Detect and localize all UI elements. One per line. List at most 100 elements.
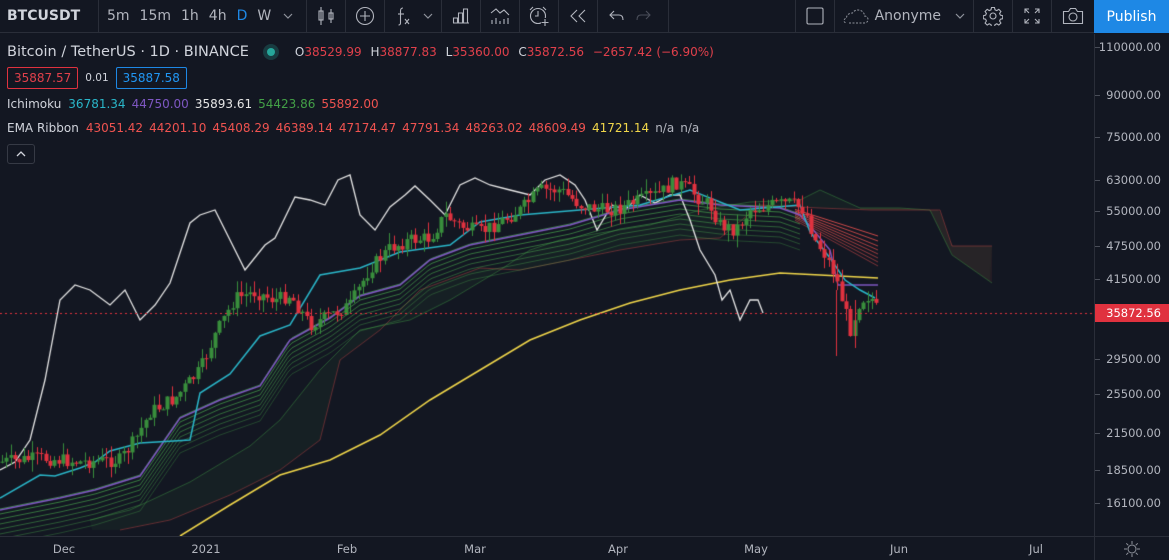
settings-button[interactable] bbox=[974, 0, 1012, 33]
indicator-value: n/a bbox=[655, 121, 675, 135]
divider bbox=[519, 0, 521, 33]
time-label: May bbox=[744, 542, 768, 556]
divider bbox=[306, 0, 308, 33]
account-button[interactable]: Anonyme bbox=[835, 0, 973, 33]
series-title[interactable]: Bitcoin / TetherUS · 1D · BINANCE bbox=[7, 44, 249, 60]
indicator-value: 55892.00 bbox=[321, 97, 379, 111]
indicator-value: 45408.29 bbox=[212, 121, 270, 135]
chart-type-button[interactable] bbox=[307, 0, 345, 33]
time-label: Mar bbox=[464, 542, 486, 556]
indicator-value: 48263.02 bbox=[465, 121, 523, 135]
financials-button[interactable] bbox=[442, 0, 480, 33]
divider bbox=[794, 0, 796, 33]
market-open-icon bbox=[262, 44, 279, 60]
undo-icon bbox=[609, 10, 624, 21]
price-chart-canvas[interactable] bbox=[0, 34, 1094, 536]
price-tick bbox=[1095, 246, 1100, 247]
divider bbox=[98, 0, 99, 33]
interval-1w[interactable]: W bbox=[257, 7, 272, 24]
replay-icon bbox=[570, 9, 586, 23]
chevron-down-icon bbox=[423, 13, 433, 19]
indicators-dropdown-button[interactable] bbox=[415, 0, 441, 33]
replay-button[interactable] bbox=[559, 0, 597, 33]
redo-button[interactable] bbox=[628, 0, 658, 33]
chevron-down-icon bbox=[955, 13, 965, 19]
low-label: L bbox=[445, 45, 453, 59]
time-axis[interactable]: Dec 2021 Feb Mar Apr May Jun Jul bbox=[0, 536, 1094, 560]
buy-price-button[interactable]: 35887.58 bbox=[115, 67, 187, 89]
time-label: Apr bbox=[608, 542, 628, 556]
high-label: H bbox=[370, 45, 380, 59]
sun-icon bbox=[1124, 540, 1140, 557]
price-tick bbox=[1095, 211, 1100, 212]
snapshot-button[interactable] bbox=[1052, 0, 1094, 33]
chevron-down-icon bbox=[283, 13, 293, 19]
interval-5m[interactable]: 5m bbox=[107, 7, 130, 24]
price-tick bbox=[1095, 394, 1100, 395]
indicator-value: 44201.10 bbox=[149, 121, 207, 135]
price-tick bbox=[1095, 279, 1100, 280]
price-label: 63000.00 bbox=[1106, 173, 1161, 187]
price-label: 29500.00 bbox=[1106, 352, 1161, 366]
chart-legend: Bitcoin / TetherUS · 1D · BINANCE O38529… bbox=[7, 42, 714, 164]
indicator-value: 35893.61 bbox=[194, 97, 253, 111]
spread-value: 0.01 bbox=[85, 72, 109, 84]
fullscreen-button[interactable] bbox=[1013, 0, 1051, 33]
change-value: −2657.42 (−6.90%) bbox=[592, 45, 714, 59]
indicator-value: 47791.34 bbox=[402, 121, 460, 135]
divider bbox=[668, 0, 670, 33]
interval-1d[interactable]: D bbox=[236, 7, 248, 24]
symbol-search-button[interactable]: BTCUSDT bbox=[7, 7, 81, 24]
price-label: 47500.00 bbox=[1106, 239, 1161, 253]
layout-button[interactable] bbox=[796, 0, 834, 33]
price-label: 18500.00 bbox=[1106, 463, 1161, 477]
square-icon bbox=[806, 7, 824, 25]
create-alert-button[interactable] bbox=[520, 0, 558, 33]
indicator-ichimoku[interactable]: Ichimoku 36781.34 44750.00 35893.61 54423.8… bbox=[7, 95, 714, 113]
interval-1h[interactable]: 1h bbox=[181, 7, 199, 24]
publish-button[interactable]: Publish bbox=[1094, 0, 1169, 33]
current-price-label: 35872.56 bbox=[1095, 304, 1169, 322]
camera-icon bbox=[1062, 7, 1084, 25]
price-label: 90000.00 bbox=[1106, 88, 1161, 102]
indicator-value: 41721.14 bbox=[591, 121, 650, 135]
fullscreen-icon bbox=[1024, 8, 1040, 24]
price-tick bbox=[1095, 359, 1100, 360]
chart-pane[interactable] bbox=[0, 34, 1094, 536]
sell-price-button[interactable]: 35887.57 bbox=[7, 67, 79, 89]
divider bbox=[480, 0, 482, 33]
indicator-value: n/a bbox=[680, 121, 700, 135]
divider bbox=[973, 0, 974, 33]
close-value: 35872.56 bbox=[526, 45, 584, 59]
add-circle-icon bbox=[356, 6, 375, 26]
price-label: 110000.00 bbox=[1098, 40, 1161, 54]
price-tick bbox=[1095, 137, 1100, 138]
price-tick bbox=[1095, 503, 1100, 504]
price-label: 41500.00 bbox=[1106, 272, 1161, 286]
intervals-dropdown-button[interactable] bbox=[276, 0, 300, 33]
price-axis[interactable]: 110000.00 90000.00 75000.00 63000.00 55000.0… bbox=[1094, 34, 1169, 536]
open-value: 38529.99 bbox=[304, 45, 362, 59]
compare-add-button[interactable] bbox=[346, 0, 384, 33]
divider bbox=[1051, 0, 1052, 33]
price-tick bbox=[1095, 470, 1100, 471]
divider bbox=[558, 0, 560, 33]
axis-settings-button[interactable] bbox=[1094, 536, 1169, 560]
divider bbox=[441, 0, 443, 33]
price-tick bbox=[1095, 47, 1100, 48]
undo-button[interactable] bbox=[598, 0, 628, 33]
compare-symbol-button[interactable] bbox=[481, 0, 519, 33]
ohlc-values: O38529.99 H38877.83 L35360.00 C35872.56 … bbox=[295, 45, 714, 59]
indicator-value: 46389.14 bbox=[275, 121, 333, 135]
interval-4h[interactable]: 4h bbox=[208, 7, 227, 24]
indicators-button[interactable] bbox=[385, 0, 415, 33]
indicator-value: 47174.47 bbox=[338, 121, 397, 135]
indicator-ema-ribbon[interactable]: EMA Ribbon 43051.42 44201.10 45408.29 46389… bbox=[7, 119, 714, 137]
low-value: 35360.00 bbox=[452, 45, 510, 59]
interval-group: 5m 15m 1h 4h D W bbox=[99, 0, 300, 33]
collapse-legend-button[interactable] bbox=[7, 144, 35, 164]
divider bbox=[833, 0, 835, 33]
interval-15m[interactable]: 15m bbox=[139, 7, 171, 24]
divider bbox=[384, 0, 386, 33]
